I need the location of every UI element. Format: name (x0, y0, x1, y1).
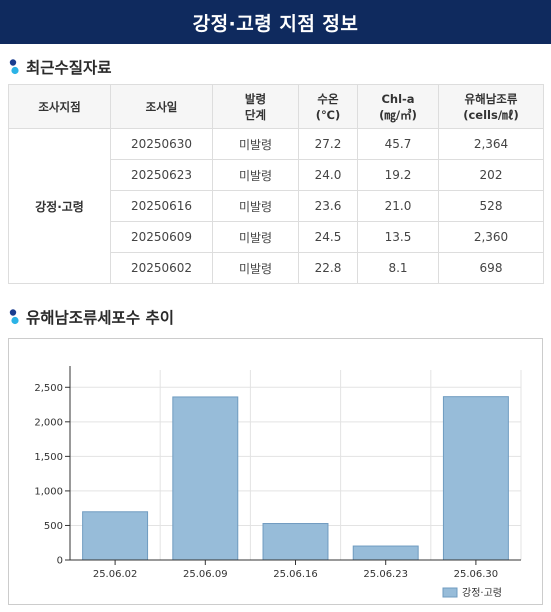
table-row: 강정·고령 20250630 미발령 27.2 45.7 2,364 (8, 128, 544, 284)
cell-temp: 27.2 (298, 128, 358, 160)
table-row: 20250602 미발령 22.8 8.1 698 (9, 252, 544, 284)
section-title-text: 유해남조류세포수 추이 (26, 309, 174, 327)
x-tick-label: 25.06.23 (363, 569, 408, 580)
cell-chla: 13.5 (357, 221, 439, 253)
header-alert-stage-line2: 단계 (244, 107, 267, 122)
bar (262, 523, 329, 561)
cell-stage: 미발령 (212, 190, 299, 222)
cell-cells: 2,364 (438, 128, 544, 160)
cell-temp: 22.8 (298, 252, 358, 284)
cell-temp: 23.6 (298, 190, 358, 222)
legend-swatch (442, 587, 458, 598)
bullet-icon (9, 59, 19, 75)
header-water-temp: 수온 (℃) (298, 84, 358, 129)
y-tick-label: 0 (57, 556, 63, 567)
cell-date: 20250609 (110, 221, 213, 253)
header-cyanobacteria: 유해남조류 (cells/㎖) (438, 84, 544, 129)
header-chla: Chl-a (㎎/㎥) (357, 84, 439, 129)
table-row: 20250623 미발령 24.0 19.2 202 (9, 159, 544, 191)
table-row: 20250616 미발령 23.6 21.0 528 (9, 190, 544, 222)
header-site: 조사지점 (8, 84, 111, 129)
header-water-temp-line2: (℃) (315, 107, 341, 122)
header-chla-line1: Chl-a (381, 91, 415, 106)
legend-label: 강정·고령 (462, 587, 502, 599)
section-cyanobacteria-trend: 유해남조류세포수 추이 (8, 307, 174, 327)
cell-stage: 미발령 (212, 221, 299, 253)
bar (82, 511, 149, 561)
cell-date: 20250623 (110, 159, 213, 191)
header-water-temp-line1: 수온 (317, 91, 339, 106)
x-tick-label: 25.06.30 (454, 569, 499, 580)
cell-temp: 24.0 (298, 159, 358, 191)
header-alert-stage-line1: 발령 (244, 91, 267, 106)
cell-date: 20250630 (110, 128, 213, 160)
header-alert-stage: 발령 단계 (212, 84, 299, 129)
x-tick-label: 25.06.16 (273, 569, 318, 580)
y-tick-label: 1,000 (34, 486, 63, 497)
cell-stage: 미발령 (212, 128, 299, 160)
cell-chla: 45.7 (357, 128, 439, 160)
water-quality-table: 조사지점 조사일 발령 단계 수온 (℃) Chl-a (㎎/㎥) 유해남조류 … (8, 84, 544, 284)
bullet-icon (9, 309, 19, 325)
header-date-label: 조사일 (145, 99, 178, 114)
cell-cells: 528 (438, 190, 544, 222)
cell-cells: 2,360 (438, 221, 544, 253)
x-tick-label: 25.06.02 (93, 569, 138, 580)
y-tick-label: 2,500 (34, 383, 63, 394)
cell-stage: 미발령 (212, 159, 299, 191)
header-site-label: 조사지점 (38, 99, 81, 114)
table-header-row: 조사지점 조사일 발령 단계 수온 (℃) Chl-a (㎎/㎥) 유해남조류 … (8, 84, 544, 129)
section-title-text: 최근수질자료 (26, 59, 112, 77)
cyanobacteria-chart: 0 500 1,000 1,500 2,000 2,500 25.06.02 25.06.09… (8, 338, 543, 605)
header-chla-line2: (㎎/㎥) (379, 107, 417, 122)
cell-chla: 19.2 (357, 159, 439, 191)
header-cyanobacteria-line2: (cells/㎖) (463, 107, 519, 122)
table-row: 20250609 미발령 24.5 13.5 2,360 (9, 221, 544, 253)
cell-temp: 24.5 (298, 221, 358, 253)
site-cell: 강정·고령 (8, 128, 111, 284)
cell-chla: 8.1 (357, 252, 439, 284)
x-tick-label: 25.06.09 (183, 569, 228, 580)
y-tick-label: 500 (44, 521, 63, 532)
header-date: 조사일 (110, 84, 213, 129)
cell-date: 20250602 (110, 252, 213, 284)
bar (352, 545, 419, 561)
section-latest-water-quality: 최근수질자료 (8, 57, 112, 77)
cell-date: 20250616 (110, 190, 213, 222)
chart-svg: 0 500 1,000 1,500 2,000 2,500 25.06.02 25.06.09… (34, 366, 522, 599)
bar (442, 396, 509, 561)
y-tick-label: 1,500 (34, 452, 63, 463)
cell-stage: 미발령 (212, 252, 299, 284)
cell-cells: 698 (438, 252, 544, 284)
page-title: 강정·고령 지점 정보 (192, 12, 359, 35)
header-cyanobacteria-line1: 유해남조류 (464, 91, 518, 106)
page-title-bar: 강정·고령 지점 정보 (0, 0, 551, 44)
bar (172, 396, 239, 561)
cell-cells: 202 (438, 159, 544, 191)
cell-chla: 21.0 (357, 190, 439, 222)
y-tick-label: 2,000 (34, 417, 63, 428)
